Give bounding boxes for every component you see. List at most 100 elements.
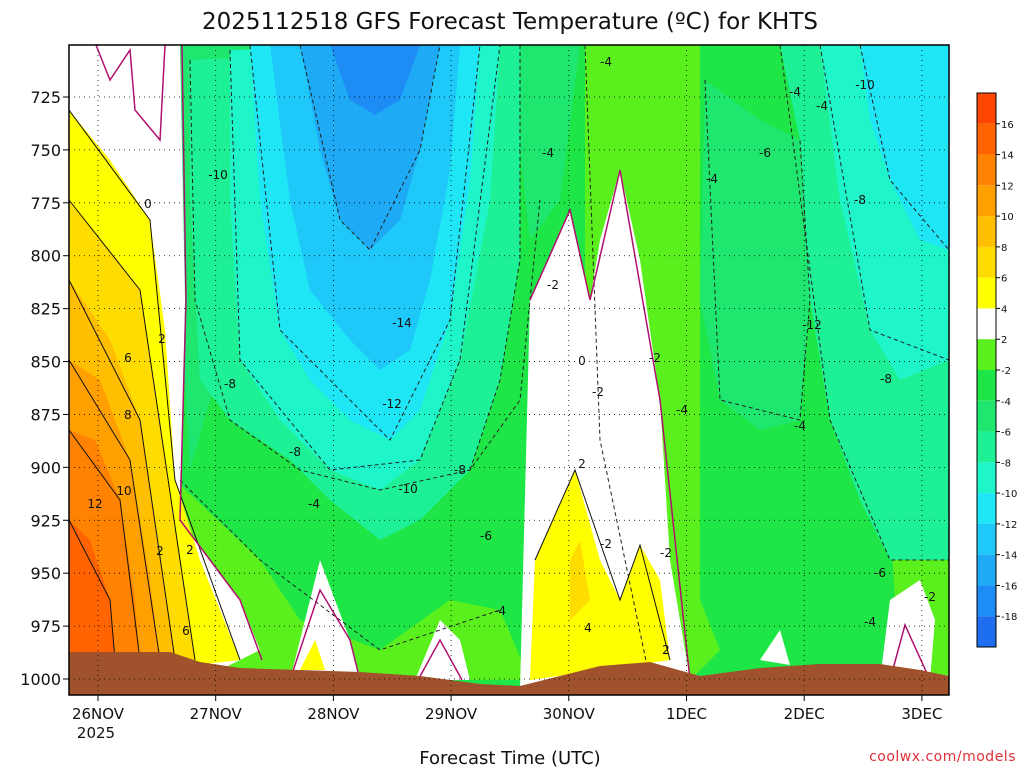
contour-value-label: 10 bbox=[116, 484, 131, 498]
x-tick-label: 27NOV bbox=[190, 705, 243, 723]
contour-value-label: 0 bbox=[144, 197, 152, 211]
colorbar-swatch bbox=[977, 339, 996, 370]
contour-value-label: 12 bbox=[87, 497, 102, 511]
colorbar-label: -6 bbox=[1001, 428, 1011, 439]
field-pocket-a bbox=[290, 560, 360, 680]
colorbar-swatch bbox=[977, 154, 996, 186]
x-tick-label: 1DEC bbox=[666, 705, 707, 723]
contour-value-label: -8 bbox=[289, 445, 301, 459]
colorbar-swatch bbox=[977, 462, 996, 494]
colorbar-swatch bbox=[977, 277, 996, 309]
positive-contours bbox=[69, 109, 671, 661]
y-tick-label: 725 bbox=[30, 88, 61, 107]
y-tick-label: 800 bbox=[30, 247, 61, 266]
field-pocket-b bbox=[300, 640, 325, 670]
y-tick-label: 975 bbox=[30, 617, 61, 636]
y-tick-label: 925 bbox=[30, 511, 61, 530]
field-mid-gold bbox=[570, 540, 590, 620]
contour-value-label: -4 bbox=[542, 146, 554, 160]
x-axis: 26NOV 27NOV 28NOV 29NOV 30NOV 1DEC 2DEC 3DEC bbox=[72, 695, 942, 723]
contour-value-label: -2 bbox=[592, 385, 604, 399]
contour-value-label: 2 bbox=[158, 332, 166, 346]
colorbar-swatch bbox=[977, 523, 996, 555]
colorbar-swatch bbox=[977, 308, 996, 340]
field-minus4-band-b bbox=[520, 45, 580, 240]
contour-value-label: -14 bbox=[392, 316, 412, 330]
contour-value-label: -8 bbox=[854, 193, 866, 207]
field-mid-yellow bbox=[530, 470, 670, 680]
contour-value-label: -12 bbox=[802, 318, 822, 332]
contour-value-label: -10 bbox=[398, 482, 418, 496]
colorbar-swatch bbox=[977, 370, 996, 401]
contour-value-label: 4 bbox=[584, 621, 592, 635]
y-tick-label: 875 bbox=[30, 405, 61, 424]
colorbar-swatch bbox=[977, 585, 996, 617]
y-axis: 725 750 775 800 825 850 875 900 925 950 975 1000 bbox=[20, 88, 69, 689]
field-cold-deep bbox=[330, 45, 420, 115]
colorbar-label: 6 bbox=[1001, 274, 1007, 285]
contour-value-label: 2 bbox=[578, 457, 586, 471]
contour-value-label: -2 bbox=[924, 590, 936, 604]
y-tick-label: 750 bbox=[30, 141, 61, 160]
contour-value-label: -8 bbox=[224, 377, 236, 391]
contour-value-label: -8 bbox=[880, 372, 892, 386]
y-tick-label: 1000 bbox=[20, 670, 61, 689]
colorbar-label: -4 bbox=[1001, 397, 1011, 408]
colorbar-swatch bbox=[977, 554, 996, 586]
contour-value-label: -4 bbox=[676, 403, 688, 417]
colorbar-swatch bbox=[977, 431, 996, 463]
contour-value-label: -12 bbox=[382, 397, 402, 411]
contour-value-label: -2 bbox=[660, 546, 672, 560]
field-left-orange4 bbox=[69, 520, 115, 680]
colorbar-swatch bbox=[977, 185, 996, 217]
contour-value-label: -4 bbox=[308, 497, 320, 511]
contour-value-label: -4 bbox=[794, 419, 806, 433]
colorbar: 16 14 12 10 8 6 4 2 -2 -4 -6 -8 -10 -12 -14 -16 -18 bbox=[976, 92, 1017, 648]
contour-value-label: 6 bbox=[182, 624, 190, 638]
contour-value-label: -10 bbox=[208, 168, 228, 182]
contour-value-label: 0 bbox=[578, 354, 586, 368]
colorbar-label: 8 bbox=[1001, 243, 1007, 254]
chart-title: 2025112518 GFS Forecast Temperature (ºC)… bbox=[202, 9, 818, 35]
contour-value-label: 2 bbox=[662, 643, 670, 657]
plot-frame bbox=[68, 44, 950, 696]
colorbar-label: 16 bbox=[1001, 120, 1014, 131]
contour-value-label: -4 bbox=[706, 172, 718, 186]
contour-value-label: -6 bbox=[874, 566, 886, 580]
x-tick-label: 29NOV bbox=[425, 705, 478, 723]
x-year-label: 2025 bbox=[77, 724, 115, 742]
colorbar-label: 12 bbox=[1001, 181, 1014, 192]
x-tick-label: 30NOV bbox=[543, 705, 596, 723]
contour-value-label: -4 bbox=[494, 604, 506, 618]
colorbar-swatch bbox=[977, 400, 996, 432]
plot-area bbox=[69, 45, 949, 695]
colorbar-swatch bbox=[977, 493, 996, 524]
y-tick-label: 900 bbox=[30, 458, 61, 477]
contour-value-label: -2 bbox=[547, 278, 559, 292]
field-pocket-c bbox=[415, 620, 470, 680]
x-axis-label: Forecast Time (UTC) bbox=[419, 748, 600, 768]
negative-contours bbox=[179, 45, 949, 681]
colorbar-label: 10 bbox=[1001, 212, 1014, 223]
x-tick-label: 2DEC bbox=[784, 705, 825, 723]
contour-value-label: -2 bbox=[600, 537, 612, 551]
colorbar-label: 4 bbox=[1001, 304, 1007, 315]
colorbar-swatch bbox=[977, 93, 996, 124]
colorbar-swatch bbox=[977, 216, 996, 247]
field-right-cold-cyan bbox=[860, 45, 949, 250]
contour-labels: 0 2 6 8 10 12 2 6 -10 -8 -8 -4 2 -14 -12 -10 -8 -6 -4 -4 -2 0… bbox=[87, 55, 936, 657]
colorbar-label: -16 bbox=[1001, 581, 1017, 592]
colorbar-label: 14 bbox=[1001, 151, 1014, 162]
source-watermark: coolwx.com/models bbox=[869, 749, 1016, 765]
contour-value-label: 8 bbox=[124, 408, 132, 422]
colorbar-swatch bbox=[977, 616, 996, 647]
contour-value-label: 2 bbox=[156, 544, 164, 558]
contour-value-label: -4 bbox=[816, 99, 828, 113]
contour-value-label: -4 bbox=[864, 615, 876, 629]
grid-lines bbox=[69, 45, 949, 695]
contour-value-label: -4 bbox=[789, 85, 801, 99]
y-tick-label: 775 bbox=[30, 194, 61, 213]
y-tick-label: 950 bbox=[30, 564, 61, 583]
terrain bbox=[69, 652, 949, 695]
colorbar-swatch bbox=[977, 246, 996, 278]
